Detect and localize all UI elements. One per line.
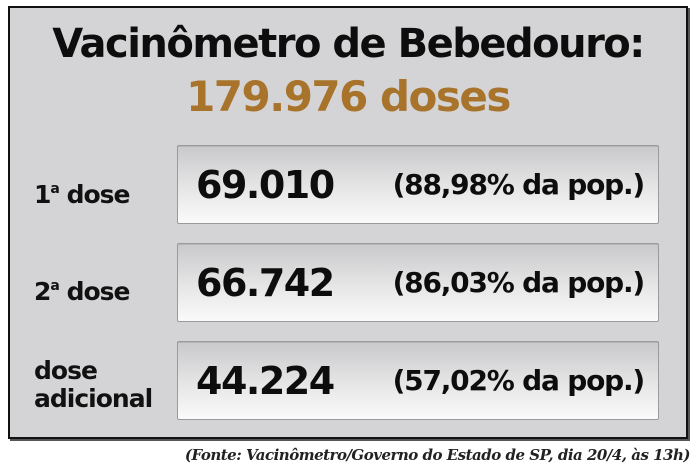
additional-dose-count: 44.224 xyxy=(196,358,335,403)
value-box-first-dose: 69.010 (88,98% da pop.) xyxy=(177,145,659,224)
value-box-additional-dose: 44.224 (57,02% da pop.) xyxy=(177,341,659,420)
row-label-additional-dose: dose adicional xyxy=(34,356,153,413)
vaccinometer-panel: Vacinômetro de Bebedouro: 179.976 doses … xyxy=(8,6,688,439)
row-label-second-dose: 2a dose xyxy=(34,277,130,306)
first-dose-count: 69.010 xyxy=(196,162,335,207)
row-label-first-dose: 1a dose xyxy=(34,180,130,209)
source-caption: (Fonte: Vacinômetro/Governo do Estado de… xyxy=(184,446,691,464)
second-dose-count: 66.742 xyxy=(196,260,335,305)
additional-dose-percent: (57,02% da pop.) xyxy=(392,364,646,397)
value-box-second-dose: 66.742 (86,03% da pop.) xyxy=(177,243,659,322)
panel-title: Vacinômetro de Bebedouro: xyxy=(52,21,645,67)
total-doses: 179.976 doses xyxy=(186,72,511,121)
first-dose-percent: (88,98% da pop.) xyxy=(392,168,646,201)
second-dose-percent: (86,03% da pop.) xyxy=(392,266,646,299)
